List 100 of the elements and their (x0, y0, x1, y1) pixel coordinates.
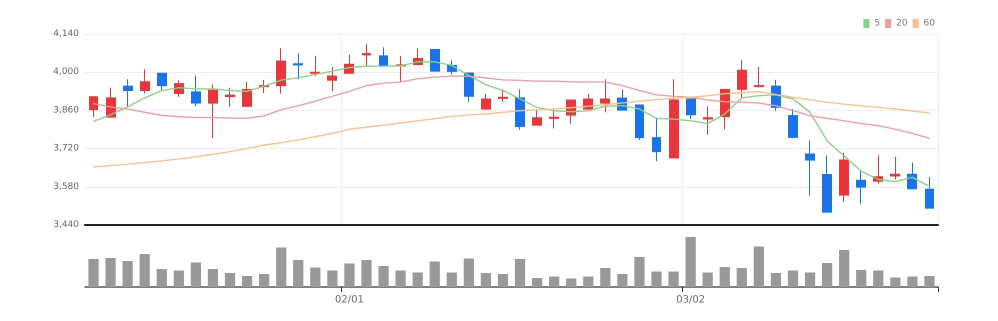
candlestick (515, 88, 525, 130)
candlestick (225, 87, 235, 108)
bar (174, 270, 184, 287)
candlestick (549, 109, 559, 129)
bar (822, 263, 832, 287)
candlestick (327, 66, 337, 92)
bar (856, 270, 866, 287)
candlestick (362, 44, 371, 66)
bar (702, 272, 713, 287)
line-series (92, 61, 930, 188)
candlestick (822, 154, 832, 214)
bar (720, 267, 730, 287)
candlestick (788, 108, 798, 139)
bar (242, 276, 252, 287)
y-tick-label: 4,000 (53, 67, 80, 78)
bar (190, 262, 202, 287)
candlestick (652, 118, 661, 162)
bar (668, 272, 679, 287)
bar (924, 276, 935, 287)
bar (259, 274, 270, 287)
candlestick (737, 60, 747, 98)
candlestick (498, 88, 508, 102)
bar (276, 248, 286, 287)
bar (651, 272, 662, 287)
candlestick (191, 74, 201, 107)
candlestick (600, 78, 610, 113)
bar (907, 276, 918, 287)
bar (224, 273, 236, 287)
x-tick-label: 03/02 (676, 294, 706, 306)
candlestick (635, 104, 644, 140)
bar (105, 258, 116, 287)
candlestick (686, 98, 696, 120)
bar (532, 278, 542, 287)
candlestick (293, 52, 303, 80)
y-tick-label: 3,580 (53, 182, 80, 192)
candlestick (208, 84, 218, 139)
candlestick (669, 78, 679, 159)
candlestick (703, 106, 713, 136)
x-tick-label: 02/01 (335, 294, 364, 306)
candlestick (89, 96, 98, 118)
y-tick-label: 3,440 (53, 220, 80, 230)
candlestick (925, 176, 934, 210)
candlestick (242, 81, 252, 108)
bar (293, 260, 304, 287)
bar (395, 270, 406, 287)
bar (140, 254, 150, 287)
candlestick (310, 55, 320, 77)
legend-label: 5 (874, 18, 880, 28)
bar (412, 272, 423, 287)
candlestick (140, 68, 150, 94)
bar (310, 268, 320, 287)
bar (480, 273, 492, 287)
bar (617, 274, 628, 287)
legend-label: 60 (924, 18, 936, 28)
bar (736, 268, 747, 287)
bar (754, 246, 764, 287)
candlestick (532, 109, 542, 126)
bar (378, 266, 389, 287)
candlestick (481, 93, 491, 110)
bar (566, 278, 576, 287)
bar (788, 270, 798, 287)
candlestick (839, 152, 849, 202)
bar (873, 270, 884, 287)
candlestick (276, 48, 286, 94)
bar (208, 269, 218, 287)
candlestick (907, 162, 917, 190)
candlestick (890, 156, 900, 180)
line-series (92, 75, 930, 139)
bar (600, 268, 610, 287)
bar (344, 264, 355, 287)
bar (446, 272, 457, 287)
candlestick (123, 78, 133, 108)
bar (156, 269, 167, 287)
candlestick (856, 170, 866, 204)
bar (430, 262, 440, 287)
candlestick (805, 140, 815, 196)
bar (634, 257, 645, 287)
legend-label: 20 (896, 18, 908, 28)
bar (327, 270, 338, 287)
bar (464, 258, 474, 287)
y-tick-label: 4,140 (53, 29, 80, 39)
bar (770, 273, 782, 287)
candlestick (754, 66, 764, 88)
bar (514, 259, 526, 287)
y-tick-label: 3,720 (53, 144, 80, 154)
bar (122, 261, 133, 287)
bar (498, 274, 508, 287)
candlestick (157, 72, 167, 91)
y-tick-label: 3,860 (53, 105, 80, 116)
bar (686, 237, 696, 287)
bar (804, 272, 816, 287)
bar (583, 276, 594, 287)
candlestick (430, 48, 440, 72)
bar (890, 278, 900, 287)
candlestick (379, 46, 388, 67)
bar (839, 250, 850, 287)
bar (88, 259, 99, 287)
bar (549, 276, 560, 287)
bar (361, 260, 372, 287)
line-series (92, 90, 930, 168)
